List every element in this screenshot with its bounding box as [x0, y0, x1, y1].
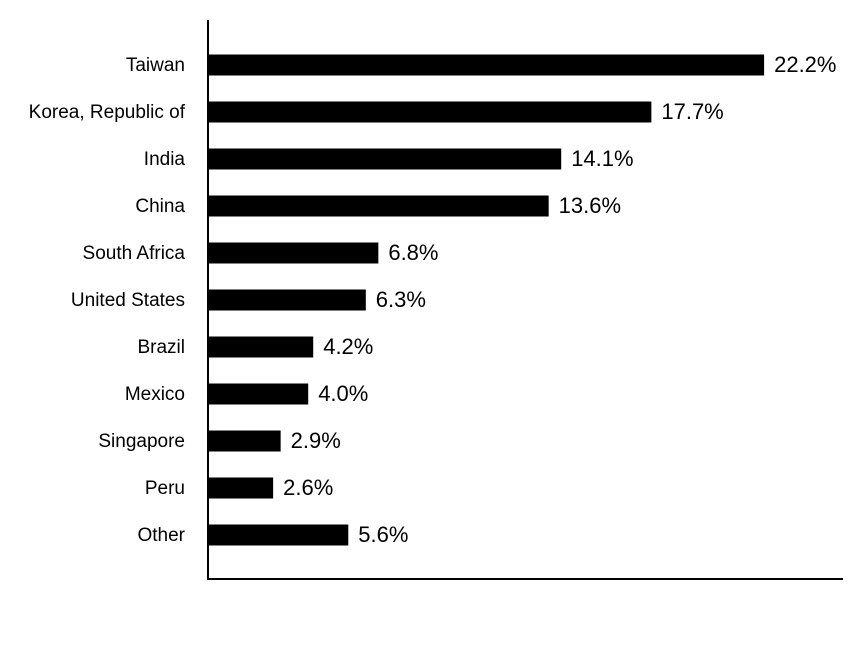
y-tick-label: Mexico — [125, 384, 185, 405]
y-tick-label: United States — [71, 290, 185, 311]
value-label: 6.3% — [376, 287, 426, 312]
bar — [208, 477, 274, 499]
bar — [208, 336, 314, 358]
y-tick-label: Other — [137, 525, 185, 546]
y-tick-label: Brazil — [137, 337, 185, 358]
bar — [208, 524, 349, 546]
value-label: 14.1% — [571, 146, 633, 171]
value-label: 6.8% — [388, 240, 438, 265]
value-label: 2.6% — [283, 475, 333, 500]
value-label: 5.6% — [358, 522, 408, 547]
y-tick-label: Taiwan — [126, 55, 185, 76]
bar — [208, 383, 309, 405]
bar — [208, 195, 549, 217]
y-tick-label: Singapore — [98, 431, 185, 452]
y-tick-label: Peru — [145, 478, 185, 499]
value-label: 22.2% — [774, 52, 836, 77]
value-label: 2.9% — [291, 428, 341, 453]
bar — [208, 242, 379, 264]
bar — [208, 148, 562, 170]
bar — [208, 430, 281, 452]
y-tick-label: China — [135, 196, 185, 217]
value-label: 17.7% — [661, 99, 723, 124]
y-tick-label: South Africa — [83, 243, 186, 264]
y-tick-label: Korea, Republic of — [29, 102, 186, 123]
value-label: 4.2% — [323, 334, 373, 359]
bar — [208, 289, 366, 311]
value-label: 4.0% — [318, 381, 368, 406]
y-tick-label: India — [144, 149, 186, 170]
bar — [208, 54, 765, 76]
bar — [208, 101, 652, 123]
value-label: 13.6% — [559, 193, 621, 218]
